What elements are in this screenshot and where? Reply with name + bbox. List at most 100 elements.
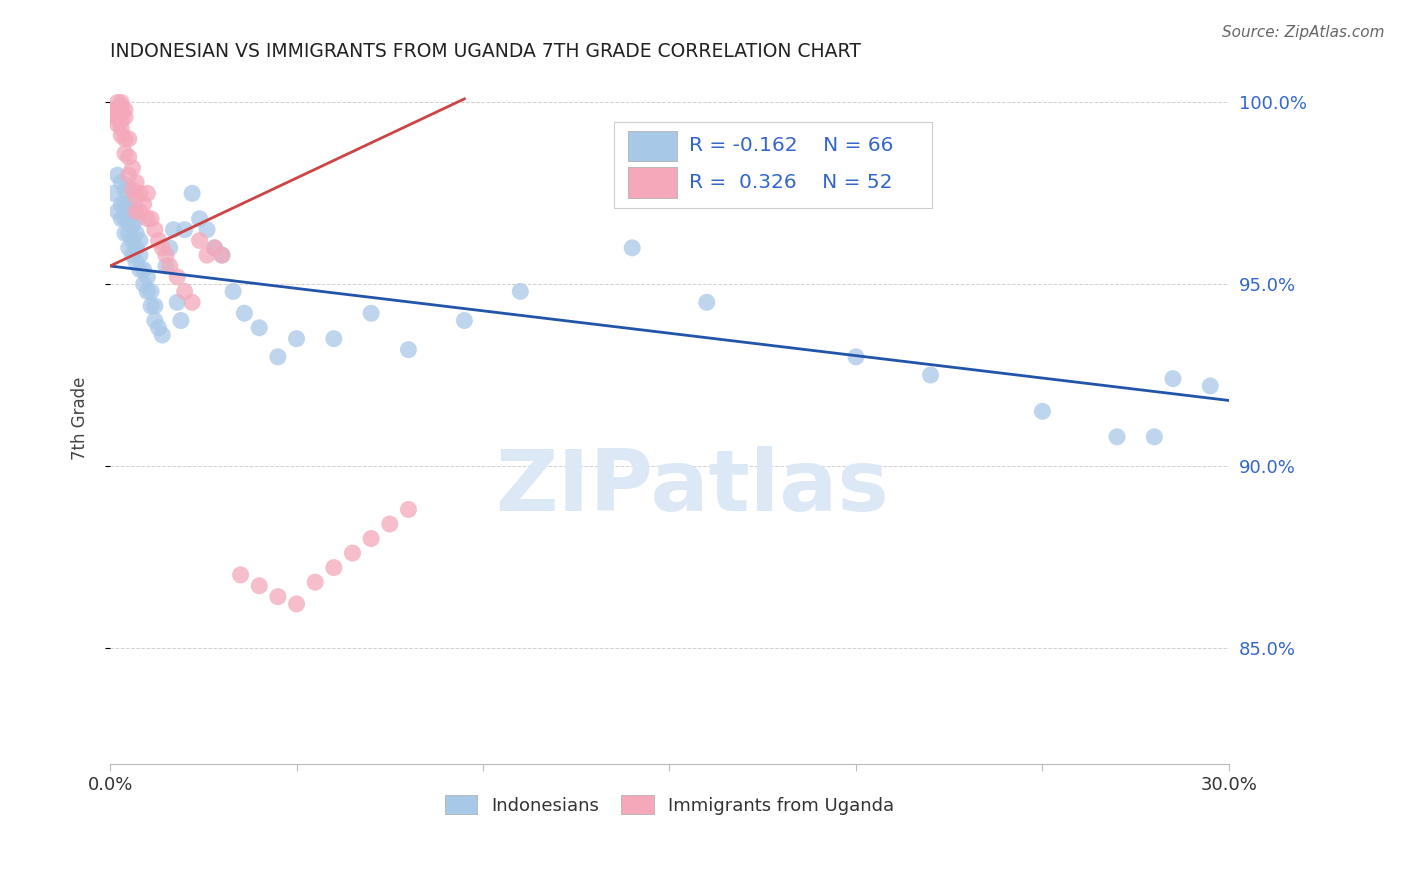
Point	[150, 241, 173, 255]
Point	[129, 186, 152, 201]
Point	[110, 99, 132, 113]
Point	[110, 106, 132, 120]
Point	[166, 295, 188, 310]
Point	[845, 350, 868, 364]
Point	[195, 222, 218, 236]
Point	[114, 197, 136, 211]
Point	[114, 211, 136, 226]
Point	[114, 110, 136, 124]
Point	[107, 117, 129, 131]
Point	[322, 332, 344, 346]
Point	[188, 211, 211, 226]
Point	[107, 168, 129, 182]
Point	[247, 320, 270, 334]
Point	[509, 285, 531, 299]
Point	[920, 368, 942, 382]
Point	[267, 350, 290, 364]
Point	[136, 285, 159, 299]
Point	[360, 306, 382, 320]
Point	[181, 186, 204, 201]
Point	[155, 259, 177, 273]
Point	[125, 190, 148, 204]
Point	[195, 248, 218, 262]
Point	[125, 241, 148, 255]
Point	[396, 343, 419, 357]
Point	[129, 234, 152, 248]
Point	[173, 222, 195, 236]
Point	[114, 227, 136, 241]
Point	[118, 168, 141, 182]
Point	[396, 502, 419, 516]
Point	[148, 320, 170, 334]
Point	[181, 295, 204, 310]
Point	[322, 560, 344, 574]
Point	[118, 211, 141, 226]
Point	[143, 313, 166, 327]
Text: R =  0.326    N = 52: R = 0.326 N = 52	[689, 173, 891, 192]
Point	[360, 532, 382, 546]
Point	[247, 579, 270, 593]
Point	[121, 234, 143, 248]
Point	[233, 306, 256, 320]
FancyBboxPatch shape	[628, 168, 678, 198]
Point	[211, 248, 233, 262]
Point	[118, 227, 141, 241]
Point	[132, 262, 155, 277]
Point	[118, 241, 141, 255]
Point	[143, 299, 166, 313]
Point	[132, 277, 155, 292]
Y-axis label: 7th Grade: 7th Grade	[72, 377, 89, 460]
Point	[696, 295, 718, 310]
Point	[204, 241, 226, 255]
Text: INDONESIAN VS IMMIGRANTS FROM UGANDA 7TH GRADE CORRELATION CHART: INDONESIAN VS IMMIGRANTS FROM UGANDA 7TH…	[110, 42, 860, 61]
Point	[162, 222, 184, 236]
Point	[121, 161, 143, 175]
Point	[125, 211, 148, 226]
Point	[114, 146, 136, 161]
Point	[107, 204, 129, 219]
Point	[136, 186, 159, 201]
Point	[342, 546, 364, 560]
Point	[136, 211, 159, 226]
Text: Source: ZipAtlas.com: Source: ZipAtlas.com	[1222, 25, 1385, 40]
Point	[110, 113, 132, 128]
Text: ZIPatlas: ZIPatlas	[495, 446, 889, 529]
Point	[110, 128, 132, 143]
Point	[1031, 404, 1053, 418]
Point	[159, 259, 181, 273]
Point	[132, 197, 155, 211]
Point	[125, 227, 148, 241]
Point	[285, 332, 308, 346]
Point	[118, 183, 141, 197]
Point	[1161, 372, 1184, 386]
Point	[121, 183, 143, 197]
Point	[159, 241, 181, 255]
Point	[103, 110, 125, 124]
Point	[378, 516, 401, 531]
Point	[1143, 430, 1166, 444]
Point	[125, 204, 148, 219]
FancyBboxPatch shape	[628, 131, 678, 161]
Point	[103, 186, 125, 201]
Point	[121, 204, 143, 219]
Point	[129, 262, 152, 277]
Point	[1199, 379, 1222, 393]
Point	[229, 567, 252, 582]
Point	[155, 248, 177, 262]
Point	[121, 219, 143, 233]
Point	[188, 234, 211, 248]
Point	[173, 285, 195, 299]
Point	[107, 110, 129, 124]
Point	[118, 132, 141, 146]
Point	[110, 176, 132, 190]
Point	[1105, 430, 1128, 444]
Point	[125, 255, 148, 269]
Point	[129, 248, 152, 262]
Point	[118, 150, 141, 164]
Point	[114, 103, 136, 117]
Point	[166, 269, 188, 284]
Point	[125, 176, 148, 190]
Text: R = -0.162    N = 66: R = -0.162 N = 66	[689, 136, 893, 155]
Point	[118, 197, 141, 211]
Point	[204, 241, 226, 255]
